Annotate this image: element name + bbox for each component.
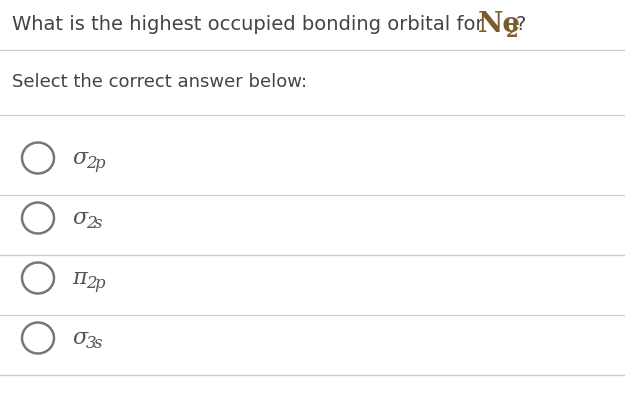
Text: 2: 2	[86, 276, 97, 292]
Text: s: s	[94, 216, 102, 232]
Text: Select the correct answer below:: Select the correct answer below:	[12, 73, 307, 91]
Text: 3: 3	[86, 336, 97, 352]
Text: What is the highest occupied bonding orbital for: What is the highest occupied bonding orb…	[12, 16, 490, 34]
Text: 2: 2	[86, 156, 97, 172]
Text: p: p	[94, 156, 104, 172]
Text: p: p	[94, 276, 104, 292]
Text: Ne: Ne	[478, 10, 521, 38]
Text: σ: σ	[72, 207, 88, 229]
Text: 2: 2	[506, 23, 519, 41]
Text: σ: σ	[72, 327, 88, 349]
Text: s: s	[94, 336, 102, 352]
Text: σ: σ	[72, 147, 88, 169]
Text: 2: 2	[86, 216, 97, 232]
Text: π: π	[72, 267, 87, 289]
Text: ?: ?	[516, 14, 526, 34]
